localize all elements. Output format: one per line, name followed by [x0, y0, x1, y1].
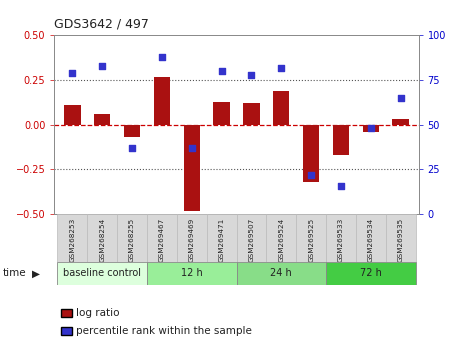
Bar: [333, 125, 349, 155]
Bar: [57, 214, 87, 262]
Point: [307, 172, 315, 178]
Text: GSM269534: GSM269534: [368, 218, 374, 262]
Bar: [57, 262, 147, 285]
Bar: [363, 125, 379, 132]
Text: GSM269525: GSM269525: [308, 218, 314, 262]
Text: GSM269533: GSM269533: [338, 218, 344, 262]
Text: GSM269469: GSM269469: [189, 218, 195, 262]
Text: log ratio: log ratio: [76, 308, 119, 318]
Bar: [296, 214, 326, 262]
Point: [397, 95, 404, 101]
Text: percentile rank within the sample: percentile rank within the sample: [76, 326, 252, 336]
Bar: [393, 119, 409, 125]
Point: [218, 68, 225, 74]
Bar: [326, 262, 416, 285]
Bar: [147, 214, 177, 262]
Bar: [124, 125, 140, 137]
Bar: [386, 214, 416, 262]
Text: 12 h: 12 h: [181, 268, 202, 279]
Bar: [177, 214, 207, 262]
Bar: [117, 214, 147, 262]
Text: GDS3642 / 497: GDS3642 / 497: [54, 17, 149, 30]
Text: GSM269535: GSM269535: [398, 218, 403, 262]
Point: [69, 70, 76, 76]
Text: 72 h: 72 h: [360, 268, 382, 279]
Point: [158, 54, 166, 60]
Text: 24 h: 24 h: [271, 268, 292, 279]
Bar: [243, 103, 260, 125]
Bar: [213, 102, 230, 125]
Text: GSM268254: GSM268254: [99, 218, 105, 262]
Bar: [94, 114, 110, 125]
Text: baseline control: baseline control: [63, 268, 141, 279]
Bar: [236, 214, 266, 262]
Bar: [207, 214, 236, 262]
Point: [337, 183, 345, 188]
Text: GSM268255: GSM268255: [129, 218, 135, 262]
Bar: [356, 214, 386, 262]
Text: GSM269524: GSM269524: [278, 218, 284, 262]
Text: GSM269471: GSM269471: [219, 218, 225, 262]
Bar: [236, 262, 326, 285]
Bar: [184, 125, 200, 211]
Text: time: time: [2, 268, 26, 278]
Bar: [266, 214, 296, 262]
Point: [278, 65, 285, 70]
Bar: [64, 105, 80, 125]
Text: GSM268253: GSM268253: [70, 218, 75, 262]
Point: [367, 126, 375, 131]
Text: ▶: ▶: [32, 268, 40, 278]
Text: GSM269507: GSM269507: [248, 218, 254, 262]
Bar: [147, 262, 236, 285]
Bar: [326, 214, 356, 262]
Point: [128, 145, 136, 151]
Point: [98, 63, 106, 69]
Text: GSM269467: GSM269467: [159, 218, 165, 262]
Point: [188, 145, 195, 151]
Bar: [87, 214, 117, 262]
Bar: [273, 91, 289, 125]
Bar: [303, 125, 319, 182]
Point: [248, 72, 255, 78]
Bar: [154, 76, 170, 125]
